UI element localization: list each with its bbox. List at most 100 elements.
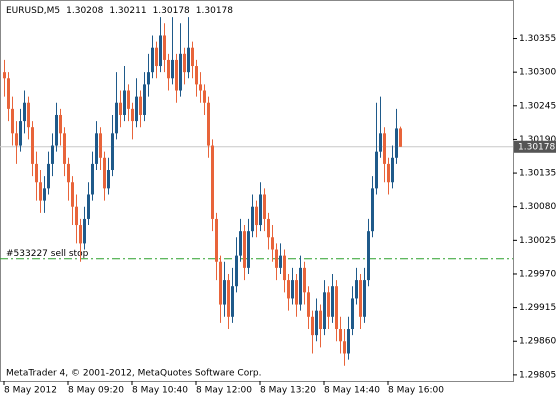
footer: MetaTrader 4, © 2001-2012, MetaQuotes So… [6, 369, 262, 379]
x-tick-label: 8 May 13:20 [260, 386, 316, 396]
x-tick-label: 8 May 10:40 [132, 386, 188, 396]
candle-body [271, 237, 274, 250]
candle-body [383, 133, 386, 164]
candle-body [399, 128, 402, 147]
candle-body [115, 102, 118, 134]
candle-body [339, 329, 342, 342]
candle-body [103, 157, 106, 189]
y-tick-label: 1.29970 [519, 269, 556, 279]
candle-body [347, 329, 350, 354]
candle-body [23, 102, 26, 122]
candle-body [319, 310, 322, 330]
candle-body [215, 218, 218, 262]
candle-body [327, 292, 330, 317]
candle-body [55, 114, 58, 146]
candle-body [299, 267, 302, 305]
candle-body [143, 84, 146, 115]
price-box-label: 1.30178 [518, 142, 555, 152]
candle-body [11, 108, 14, 134]
candle-body [75, 206, 78, 226]
candle-body [323, 292, 326, 330]
candle-body [151, 47, 154, 73]
candle-body [71, 182, 74, 207]
candle-body [279, 255, 282, 268]
candle-body [367, 231, 370, 281]
candle-body [135, 96, 138, 122]
candle-body [335, 286, 338, 330]
candle-body [207, 102, 210, 146]
plot-frame [0, 0, 514, 382]
candle-body [79, 225, 82, 244]
candle-body [171, 59, 174, 79]
candle-body [119, 102, 122, 115]
symbol: EURUSD,M5 [6, 6, 60, 16]
candle-body [263, 194, 266, 219]
candle-body [123, 90, 126, 115]
candle-body [203, 90, 206, 103]
candle-body [187, 47, 190, 73]
candle-body [375, 151, 378, 189]
candle-body [355, 280, 358, 299]
y-tick-label: 1.29860 [519, 337, 556, 347]
candle-body [311, 316, 314, 336]
candle-body [191, 47, 194, 67]
y-tick-label: 1.30080 [519, 202, 556, 212]
x-tick-label: 8 May 09:20 [68, 386, 124, 396]
candle-body [291, 280, 294, 299]
candle-body [91, 163, 94, 195]
candle-body [15, 133, 18, 146]
candle-body [231, 286, 234, 317]
candle-body [235, 255, 238, 287]
candle-body [255, 206, 258, 226]
candle-body [359, 280, 362, 317]
candle-body [307, 292, 310, 317]
header-price: 1.30208 [66, 6, 103, 16]
candle-body [199, 84, 202, 91]
x-tick-label: 8 May 12:00 [196, 386, 252, 396]
candle-body [63, 133, 66, 164]
x-tick-label: 8 May 2012 [4, 386, 57, 396]
candle-body [227, 280, 230, 317]
candle-body [43, 188, 46, 201]
chart-header: EURUSD,M5 1.30208 1.30211 1.30178 1.30178 [6, 6, 233, 16]
y-tick-label: 1.30245 [519, 101, 556, 111]
candle-body [239, 231, 242, 256]
candle-body [371, 188, 374, 232]
y-tick-label: 1.29805 [519, 370, 556, 380]
candle-body [295, 280, 298, 305]
candle-body [111, 133, 114, 171]
y-tick-label: 1.30025 [519, 236, 556, 246]
candle-body [95, 133, 98, 164]
candle-body [387, 163, 390, 183]
candle-body [343, 341, 346, 354]
x-tick-label: 8 May 16:00 [388, 386, 444, 396]
order-label: #533227 sell stop [6, 249, 89, 259]
candle-body [267, 218, 270, 238]
candle-body [175, 59, 178, 91]
candle-body [155, 47, 158, 67]
candle-body [243, 231, 246, 268]
candle-body [167, 59, 170, 79]
header-price: 1.30178 [196, 6, 233, 16]
candle-body [127, 90, 130, 109]
y-tick-label: 1.30190 [519, 135, 556, 145]
candle-body [47, 163, 50, 189]
candle-body [331, 286, 334, 317]
y-tick-label: 1.29915 [519, 303, 556, 313]
candle-body [283, 255, 286, 281]
y-tick-label: 1.30300 [519, 68, 556, 78]
candle-body [31, 127, 34, 164]
candle-body [107, 170, 110, 189]
y-tick-label: 1.30135 [519, 169, 556, 179]
y-tick-label: 1.30355 [519, 34, 556, 44]
candle-body [39, 182, 42, 201]
candle-body [379, 133, 382, 152]
candle-body [211, 145, 214, 219]
candle-body [99, 133, 102, 158]
header-price: 1.30211 [109, 6, 146, 16]
price-box [514, 140, 556, 153]
candle-body [223, 280, 226, 305]
candle-body [51, 145, 54, 164]
candle-body [363, 280, 366, 317]
